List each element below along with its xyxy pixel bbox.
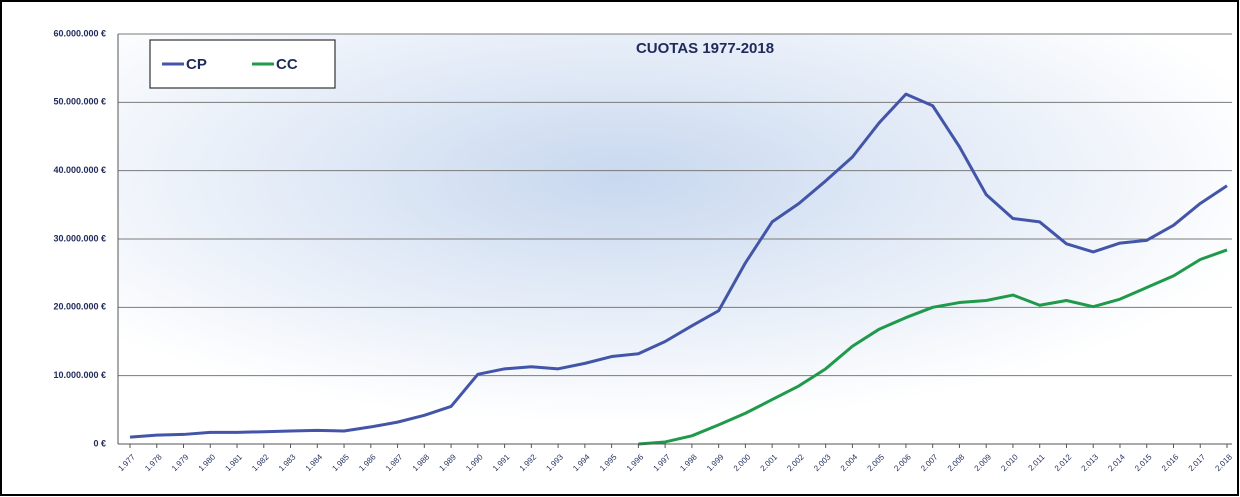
legend-label: CC [276, 56, 298, 73]
legend-label: CP [186, 56, 207, 73]
y-tick-label: 20.000.000 € [53, 302, 106, 312]
y-tick-label: 50.000.000 € [53, 97, 106, 107]
series-line [638, 248, 1228, 446]
y-tick-label: 0 € [93, 438, 106, 448]
y-tick-label: 60.000.000 € [53, 28, 106, 38]
y-tick-label: 40.000.000 € [53, 165, 106, 175]
y-tick-label: 10.000.000 € [53, 370, 106, 380]
y-tick-label: 30.000.000 € [53, 233, 106, 243]
series-line [129, 92, 1228, 439]
chart-title: CUOTAS 1977-2018 [636, 40, 774, 57]
